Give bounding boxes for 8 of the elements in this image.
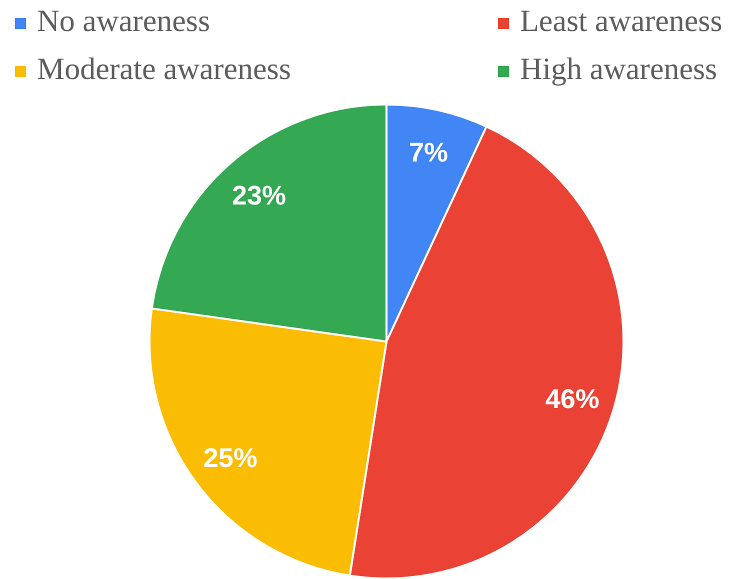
legend-label: Least awareness [520, 3, 722, 38]
legend-label: Moderate awareness [37, 51, 291, 86]
data-label: 46% [545, 384, 600, 414]
legend-label: High awareness [520, 51, 718, 86]
data-label: 25% [203, 442, 258, 473]
data-label: 23% [232, 180, 286, 211]
legend-label: No awareness [37, 3, 210, 38]
data-label: 7% [408, 137, 448, 168]
